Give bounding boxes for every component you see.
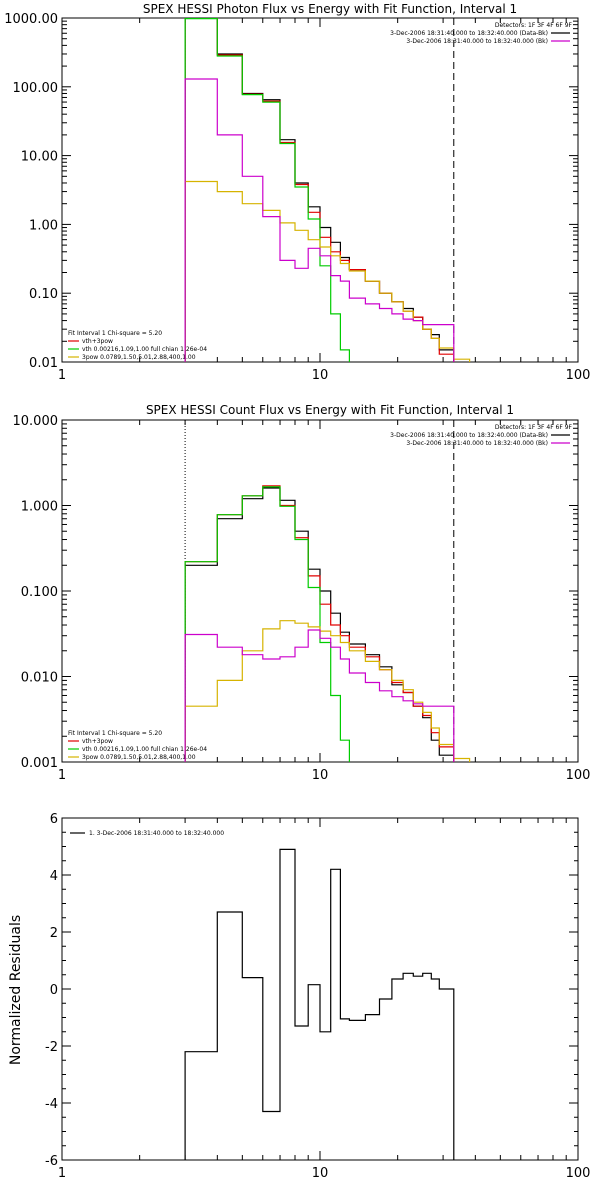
legend-label: Fit Interval 1 Chi-square = 5.20 [68, 730, 162, 737]
series-4 [184, 78, 455, 362]
y-tick-label: 1000.00 [4, 12, 58, 27]
y-tick-label: 10.000 [13, 414, 59, 429]
x-tick-label: 1 [58, 368, 66, 383]
y-tick-label: 0.010 [21, 671, 58, 686]
info-line: 3-Dec-2006 18:31:40.000 to 18:32:40.000 … [406, 440, 548, 447]
legend-label: 3pow 0.0789,1.50,5.01,2.88,400,1.00 [82, 354, 196, 361]
series-line [184, 848, 455, 1160]
x-tick-label: 10 [312, 368, 329, 383]
series-line [184, 18, 350, 362]
legend-label: 3pow 0.0789,1.50,5.01,2.88,400,1.00 [82, 754, 196, 761]
plot-area: 1 10 100 -6 -4 -2 0 2 4 6 [45, 812, 590, 1181]
x-tick-label: 100 [566, 1166, 591, 1181]
y-tick-label: 0.100 [21, 585, 58, 600]
y-tick-label: 0 [50, 983, 58, 998]
series-3 [184, 180, 471, 362]
y-tick-label: -6 [45, 1154, 58, 1169]
legend-label: Fit Interval 1 Chi-square = 5.20 [68, 330, 162, 337]
y-axis-label: Normalized Residuals [8, 915, 24, 1065]
y-tick-label: 1.000 [21, 500, 58, 515]
residuals-panel: Normalized Residuals 1. 3-Dec-2006 18:31… [8, 812, 590, 1181]
series-0 [184, 848, 455, 1160]
series-line [184, 180, 471, 362]
series-3 [184, 620, 471, 762]
count-flux-panel: SPEX HESSI Count Flux vs Energy with Fit… [13, 403, 591, 783]
info-block: Detectors: 1F 3F 4F 6F 9F3-Dec-2006 18:3… [390, 424, 572, 447]
legend: Fit Interval 1 Chi-square = 5.20vth+3pow… [68, 730, 207, 761]
y-tick-label: 2 [50, 926, 58, 941]
legend-label: vth+3pow [82, 738, 113, 745]
series-4 [184, 629, 455, 762]
series-line [184, 620, 471, 762]
plot-area: 1 10 100 0.01 0.10 1.00 10.00 100.00 1000.00 [4, 12, 590, 383]
y-tick-label: 1.00 [29, 218, 58, 233]
y-tick-label: 4 [50, 869, 58, 884]
info-line: Detectors: 1F 3F 4F 6F 9F [495, 22, 573, 29]
y-tick-label: 0.001 [21, 756, 58, 771]
series-line [184, 78, 455, 362]
info-line: Detectors: 1F 3F 4F 6F 9F [495, 424, 573, 431]
photon-flux-panel: SPEX HESSI Photon Flux vs Energy with Fi… [4, 2, 590, 383]
panel-title: SPEX HESSI Count Flux vs Energy with Fit… [146, 403, 514, 417]
legend-label: vth 0.00216,1.09,1.00 full chian 1.26e-0… [82, 346, 207, 353]
info-line: 3-Dec-2006 18:31:40.000 to 18:32:40.000 … [390, 432, 548, 439]
y-tick-label: 0.01 [29, 356, 58, 371]
x-tick-label: 100 [566, 368, 591, 383]
series-2 [184, 486, 350, 762]
x-tick-label: 10 [312, 768, 329, 783]
info-block: Detectors: 1F 3F 4F 6F 9F3-Dec-2006 18:3… [390, 22, 572, 45]
y-tick-label: 6 [50, 812, 58, 827]
x-tick-label: 1 [58, 1166, 66, 1181]
y-tick-label: 10.00 [21, 150, 58, 165]
x-tick-label: 1 [58, 768, 66, 783]
y-tick-label: -4 [45, 1097, 58, 1112]
series-line [184, 629, 455, 762]
x-tick-label: 10 [312, 1166, 329, 1181]
series-2 [184, 18, 350, 362]
legend: 1. 3-Dec-2006 18:31:40.000 to 18:32:40.0… [70, 830, 224, 837]
info-line: 3-Dec-2006 18:31:40.000 to 18:32:40.000 … [406, 38, 548, 45]
legend-label: 1. 3-Dec-2006 18:31:40.000 to 18:32:40.0… [89, 830, 224, 837]
legend-label: vth+3pow [82, 338, 113, 345]
info-line: 3-Dec-2006 18:31:40.000 to 18:32:40.000 … [390, 30, 548, 37]
y-tick-label: 100.00 [13, 81, 59, 96]
legend: Fit Interval 1 Chi-square = 5.20vth+3pow… [68, 330, 207, 361]
plot-area: 1 10 100 0.001 0.010 0.100 1.000 10.000 [13, 414, 591, 783]
y-tick-label: -2 [45, 1040, 58, 1055]
panel-title: SPEX HESSI Photon Flux vs Energy with Fi… [143, 2, 517, 16]
y-tick-label: 0.10 [29, 287, 58, 302]
axis-frame [61, 17, 579, 363]
x-tick-label: 100 [566, 768, 591, 783]
legend-label: vth 0.00216,1.09,1.00 full chian 1.26e-0… [82, 746, 207, 753]
series-line [184, 486, 350, 762]
